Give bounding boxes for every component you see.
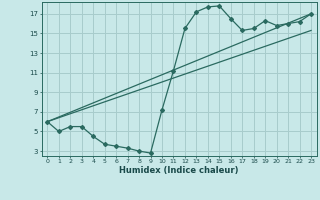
X-axis label: Humidex (Indice chaleur): Humidex (Indice chaleur) (119, 166, 239, 175)
